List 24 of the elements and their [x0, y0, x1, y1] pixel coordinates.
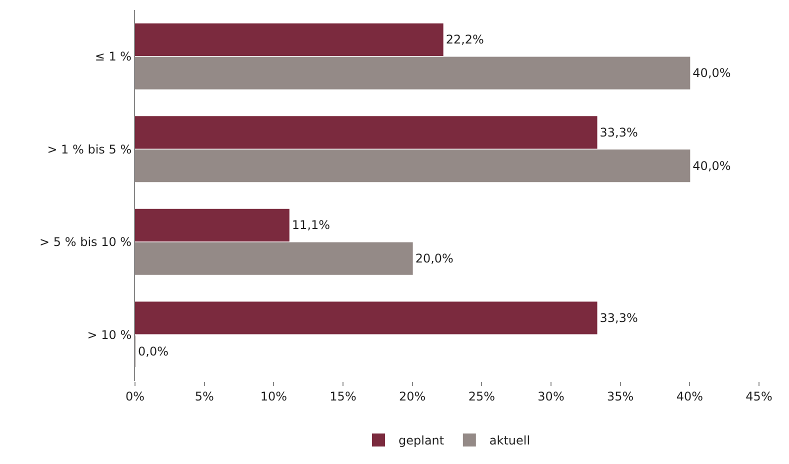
y-tick-label: ≤ 1 %	[94, 50, 132, 64]
y-tick-label: > 1 % bis 5 %	[47, 142, 132, 156]
data-label: 20,0%	[415, 252, 454, 266]
x-tick-label: 25%	[468, 389, 496, 404]
x-tick-label: 0%	[125, 389, 145, 404]
x-tick-label: 5%	[194, 389, 214, 404]
data-label: 40,0%	[692, 66, 731, 80]
data-label: 33,3%	[600, 310, 638, 325]
x-tick-label: 35%	[606, 389, 634, 404]
data-label: 33,3%	[600, 125, 638, 140]
y-tick-label: > 5 % bis 10 %	[40, 235, 132, 250]
x-tick-label: 20%	[398, 389, 426, 404]
y-tick-label: > 10 %	[87, 328, 132, 342]
data-label: 22,2%	[446, 32, 484, 47]
data-label: 0,0%	[138, 344, 168, 358]
x-tick-label: 15%	[330, 389, 356, 404]
x-tick-label: 45%	[746, 389, 772, 404]
x-tick-label: 10%	[260, 389, 288, 404]
x-tick-label: 30%	[538, 389, 564, 404]
data-label: 40,0%	[692, 158, 731, 173]
legend-label: geplant	[398, 434, 444, 448]
legend-label: aktuell	[489, 434, 530, 448]
data-label: 11,1%	[292, 218, 330, 232]
x-tick-label: 40%	[676, 389, 704, 404]
